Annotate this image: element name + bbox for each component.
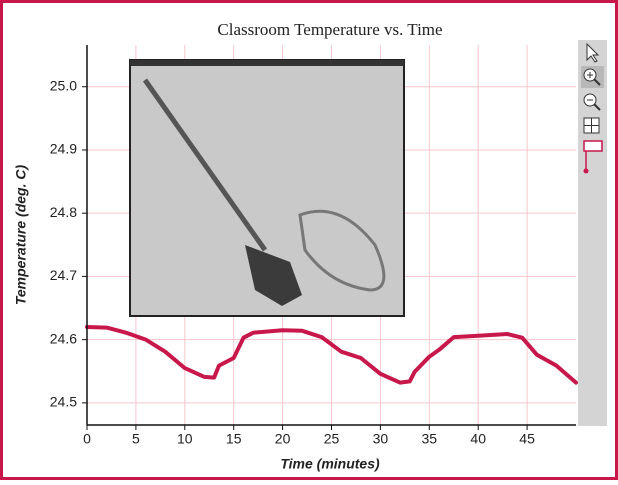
y-tick-label: 25.0 [50, 77, 77, 93]
image-top-bar [130, 60, 404, 66]
x-tick-label: 10 [177, 431, 193, 447]
probe-handle [245, 245, 302, 306]
x-tick-label: 20 [275, 431, 291, 447]
y-tick-label: 24.9 [50, 141, 77, 157]
x-tick-label: 40 [470, 431, 486, 447]
x-axis-label: Time (minutes) [280, 456, 380, 472]
plot [85, 325, 578, 385]
chart-title: Classroom Temperature vs. Time [217, 20, 442, 39]
x-tick-label: 25 [324, 431, 340, 447]
x-tick-label: 45 [519, 431, 535, 447]
probe-image [129, 59, 405, 317]
probe-rod [142, 78, 268, 252]
toolbar [578, 40, 607, 426]
select-tool[interactable] [586, 42, 600, 63]
x-tick-label: 0 [83, 431, 91, 447]
y-tick-label: 24.6 [50, 330, 77, 346]
grid-tool[interactable] [583, 117, 600, 134]
y-tick-label: 24.5 [50, 394, 77, 410]
x-tick-label: 30 [373, 431, 389, 447]
annotate-tool[interactable] [583, 140, 603, 174]
y-tick-label: 24.7 [50, 267, 77, 283]
x-tick-label: 35 [422, 431, 438, 447]
y-tick-label: 24.8 [50, 204, 77, 220]
zoom-in-tool[interactable] [581, 66, 604, 88]
temperature-line [85, 325, 578, 385]
probe-cable [298, 209, 386, 292]
x-tick-label: 5 [132, 431, 140, 447]
x-tick-label: 15 [226, 431, 242, 447]
zoom-out-tool[interactable] [583, 93, 601, 111]
y-axis-label: Temperature (deg. C) [13, 165, 29, 306]
